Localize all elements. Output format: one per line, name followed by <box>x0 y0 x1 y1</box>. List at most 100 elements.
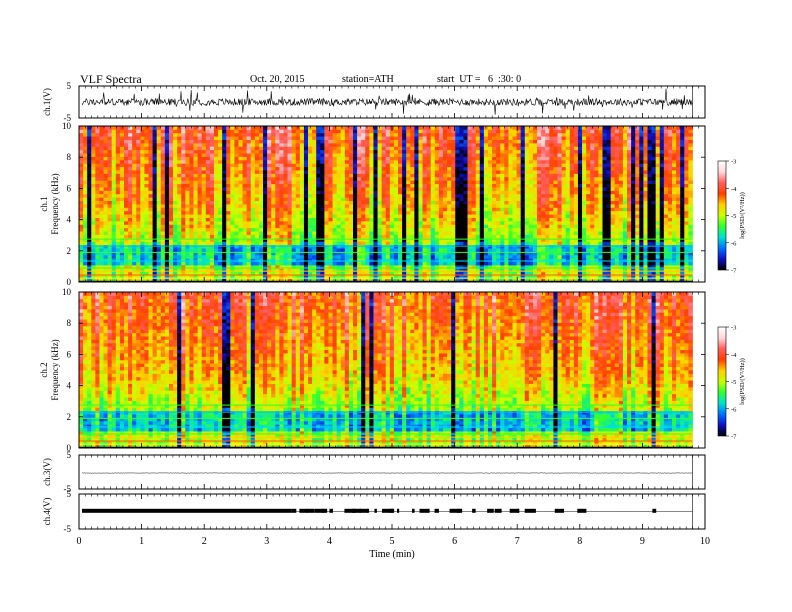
ch1_spectrogram-cell <box>402 214 407 218</box>
ch1_spectrogram-cell <box>132 142 137 147</box>
ch1_spectrogram-cell <box>483 258 489 263</box>
ch1_spectrogram-cell <box>320 139 325 144</box>
ch1_spectrogram-cell <box>209 173 215 178</box>
ch1_spectrogram-cell <box>430 261 436 266</box>
ch1_spectrogram-cell <box>271 254 276 259</box>
ch1_spectrogram-cell <box>426 204 432 208</box>
ch1_spectrogram-cell <box>168 207 174 212</box>
ch1_spectrogram-cell <box>193 139 199 144</box>
ch1_spectrogram-cell <box>193 237 199 242</box>
ch1_spectrogram-cell <box>332 258 338 263</box>
ch1_spectrogram-cell <box>447 149 452 154</box>
ch1_spectrogram-cell <box>422 136 428 140</box>
ch1_spectrogram-cell <box>377 146 383 151</box>
ch1_spectrogram-cell <box>402 180 407 185</box>
ch1_spectrogram-cell <box>340 163 346 168</box>
ch1_spectrogram-cell <box>230 258 235 263</box>
ch1_spectrogram-cell <box>148 224 154 229</box>
ch1_spectrogram-cell <box>83 193 88 198</box>
ch1_spectrogram-cell <box>79 132 84 137</box>
ch1_spectrogram-cell <box>303 214 309 218</box>
ch1_spectrogram-cell <box>459 220 464 225</box>
ch1_spectrogram-cell <box>156 163 162 168</box>
ch1_spectrogram-cell <box>328 142 333 147</box>
ch1_spectrogram-cell <box>434 139 440 144</box>
ch1_spectrogram-cell <box>443 197 448 202</box>
ch1_spectrogram-cell <box>275 136 280 140</box>
ch1_spectrogram-cell <box>295 268 301 273</box>
ch1_spectrogram-cell <box>254 187 260 191</box>
ch1_spectrogram-cell <box>381 173 387 178</box>
ch1_spectrogram-cell <box>455 136 460 140</box>
ch1_spectrogram-cell <box>316 200 321 205</box>
ch1_spectrogram-cell <box>287 231 293 235</box>
ch1_spectrogram-cell <box>459 248 464 252</box>
ch1_spectrogram-cell <box>381 139 387 144</box>
ch1_spectrogram-cell <box>250 200 256 205</box>
ch1_spectrogram-cell <box>213 207 219 212</box>
ch1_spectrogram-cell <box>144 237 149 242</box>
ch1_spectrogram-cell <box>144 278 149 283</box>
ch1_spectrogram-cell <box>226 139 231 144</box>
ch1_spectrogram-cell <box>287 210 293 215</box>
ch1_spectrogram-cell <box>287 268 293 273</box>
ch1_spectrogram-cell <box>283 190 288 195</box>
ch1_spectrogram-cell <box>308 173 313 178</box>
ch1_spectrogram-cell <box>516 173 522 178</box>
ch1_spectrogram-cell <box>389 214 395 218</box>
ch1_spectrogram-cell <box>496 271 501 276</box>
ch1_spectrogram-cell <box>320 275 325 280</box>
ch1_spectrogram-cell <box>242 183 248 188</box>
ch1_spectrogram-cell <box>459 176 464 181</box>
ch1_spectrogram-cell <box>283 149 288 154</box>
ch1_spectrogram-cell <box>303 248 309 252</box>
ch1_spectrogram-cell <box>426 129 432 134</box>
ch1_spectrogram-cell <box>79 163 84 168</box>
ch1_spectrogram-cell <box>222 241 227 246</box>
ch1_spectrogram-cell <box>140 149 145 154</box>
ch1_spectrogram-cell <box>512 170 518 174</box>
ch1_spectrogram-cell <box>487 153 493 157</box>
ch1_spectrogram-cell <box>434 146 440 151</box>
ch1_spectrogram-cell <box>438 129 444 134</box>
ch1_spectrogram-cell <box>254 258 260 263</box>
ch1_spectrogram-cell <box>312 142 317 147</box>
ch1_spectrogram-cell <box>164 261 170 266</box>
ch1_spectrogram-cell <box>422 132 428 137</box>
ch1_spectrogram-cell <box>246 210 252 215</box>
ch1_spectrogram-cell <box>205 207 211 212</box>
ch1_spectrogram-cell <box>209 258 215 263</box>
ch1_spectrogram-cell <box>455 146 460 151</box>
ch1_spectrogram-cell <box>193 217 199 222</box>
ch1_spectrogram-cell <box>479 153 485 157</box>
ch1_spectrogram-cell <box>303 265 309 269</box>
ch1_spectrogram-cell <box>115 183 121 188</box>
ch1_spectrogram-cell <box>492 220 497 225</box>
ch1_spectrogram-cell <box>406 173 411 178</box>
ch1_spectrogram-cell <box>402 176 407 181</box>
ch1_spectrogram-cell <box>520 275 526 280</box>
ch1_spectrogram-cell <box>471 237 477 242</box>
ch1_spectrogram-cell <box>520 271 526 276</box>
ch1_spectrogram-cell <box>242 139 248 144</box>
ch1_spectrogram-cell <box>275 166 280 171</box>
ch1_spectrogram-cell <box>168 180 174 185</box>
ch1_spectrogram-cell <box>512 173 518 178</box>
ch1_spectrogram-cell <box>222 204 227 208</box>
ch1_spectrogram-cell <box>492 265 497 269</box>
ch1_spectrogram-cell <box>132 231 137 235</box>
ch1_spectrogram-cell <box>209 142 215 147</box>
ch1_spectrogram-cell <box>209 278 215 283</box>
ch1_spectrogram-cell <box>500 237 505 242</box>
ch1_spectrogram-cell <box>479 156 485 161</box>
ch1_spectrogram-cell <box>95 251 100 256</box>
ch1_spectrogram-cell <box>250 207 256 212</box>
ch1_spectrogram-cell <box>103 136 109 140</box>
ch1_spectrogram-cell <box>91 217 96 222</box>
ch1_spectrogram-cell <box>414 139 419 144</box>
ch1_spectrogram-cell <box>115 149 121 154</box>
ch1_spectrogram-cell <box>164 156 170 161</box>
ch1_spectrogram-cell <box>173 258 178 263</box>
ch1_spectrogram-cell <box>152 153 158 157</box>
ch1_spectrogram-cell <box>479 227 485 232</box>
